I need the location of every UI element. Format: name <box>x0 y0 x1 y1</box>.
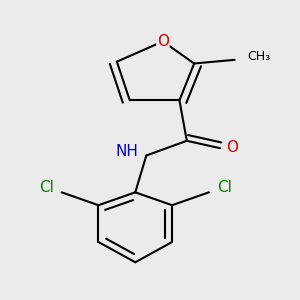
Text: Cl: Cl <box>217 180 232 195</box>
Text: O: O <box>226 140 238 155</box>
Text: CH₃: CH₃ <box>248 50 271 63</box>
Text: Cl: Cl <box>39 180 54 195</box>
Text: O: O <box>157 34 169 49</box>
Text: NH: NH <box>115 144 138 159</box>
